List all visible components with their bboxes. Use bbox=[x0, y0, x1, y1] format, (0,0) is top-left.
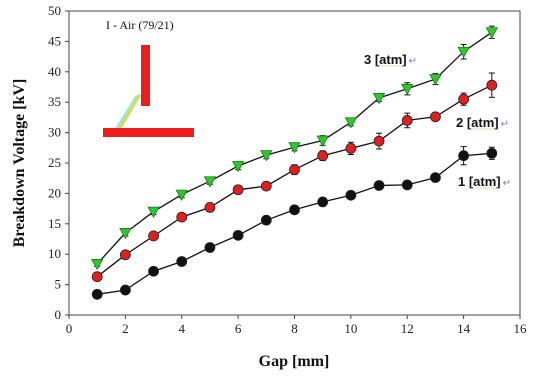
x-tick-label: 2 bbox=[122, 321, 129, 336]
data-point bbox=[317, 196, 329, 208]
y-tick-label: 40 bbox=[48, 64, 61, 79]
data-point bbox=[316, 135, 329, 147]
data-point bbox=[345, 189, 357, 201]
data-point bbox=[401, 115, 413, 126]
y-tick-label: 35 bbox=[48, 94, 61, 109]
data-point bbox=[289, 204, 300, 216]
data-point bbox=[175, 189, 188, 201]
x-tick-label: 6 bbox=[235, 321, 242, 336]
data-point bbox=[401, 179, 413, 191]
data-point bbox=[176, 256, 188, 267]
return-mark-icon: ↵ bbox=[501, 119, 509, 130]
data-point bbox=[176, 211, 188, 223]
data-point bbox=[148, 265, 159, 277]
data-point bbox=[344, 117, 358, 129]
data-point bbox=[119, 228, 132, 240]
data-point bbox=[204, 242, 216, 253]
y-tick-label: 30 bbox=[48, 125, 61, 140]
y-tick-label: 15 bbox=[48, 216, 61, 231]
data-point bbox=[119, 249, 131, 261]
inset-electrode-diagram: I - Air (79/21) bbox=[103, 18, 194, 137]
data-point bbox=[260, 150, 273, 162]
data-point bbox=[373, 135, 385, 147]
y-tick-label: 50 bbox=[48, 3, 61, 18]
data-point bbox=[430, 111, 441, 123]
x-axis-title: Gap [mm] bbox=[259, 353, 330, 370]
data-point bbox=[373, 180, 385, 191]
series-label-2: 1 [atm] bbox=[458, 174, 501, 189]
data-point bbox=[345, 143, 357, 154]
series-2 bbox=[91, 146, 498, 300]
data-point bbox=[457, 46, 470, 59]
data-point bbox=[317, 150, 329, 162]
data-point bbox=[458, 93, 470, 105]
data-point bbox=[232, 184, 244, 196]
data-point bbox=[401, 83, 414, 96]
data-point bbox=[372, 93, 386, 105]
plot-area bbox=[68, 10, 521, 316]
y-tick-label: 20 bbox=[48, 185, 61, 200]
x-tick-label: 14 bbox=[457, 321, 471, 336]
data-point bbox=[429, 74, 442, 86]
data-point bbox=[486, 79, 498, 91]
axes: 0 2 4 6 8 10 12 14 16 0 5 10 15 20 25 30 35 40 45 50 bbox=[48, 3, 527, 336]
data-point bbox=[430, 172, 441, 183]
needle-electrode bbox=[141, 45, 150, 106]
x-tick-label: 8 bbox=[291, 321, 298, 336]
data-point bbox=[288, 142, 301, 154]
return-mark-icon: ↵ bbox=[409, 56, 417, 67]
data-point bbox=[119, 284, 131, 296]
y-tick-label: 5 bbox=[55, 277, 62, 292]
series-labels: 3 [atm] ↵2 [atm] ↵1 [atm] ↵ bbox=[364, 52, 511, 189]
x-tick-label: 12 bbox=[401, 321, 414, 336]
data-point bbox=[260, 180, 272, 192]
x-tick-label: 16 bbox=[514, 321, 528, 336]
data-point bbox=[485, 27, 498, 39]
discharge-channel bbox=[119, 94, 140, 129]
return-mark-icon: ↵ bbox=[503, 178, 511, 189]
series-label-0: 3 [atm] bbox=[364, 52, 407, 67]
y-tick-label: 25 bbox=[48, 155, 61, 170]
plane-electrode bbox=[103, 128, 194, 137]
data-point bbox=[204, 201, 216, 213]
y-axis-title: Breakdown Voltage [kV] bbox=[11, 79, 28, 248]
series-label-1: 2 [atm] bbox=[456, 115, 499, 130]
x-tick-label: 10 bbox=[344, 321, 357, 336]
data-point bbox=[91, 259, 104, 271]
data-point bbox=[148, 230, 159, 242]
data-point bbox=[91, 288, 103, 300]
y-tick-label: 45 bbox=[48, 33, 61, 48]
data-point bbox=[260, 214, 272, 226]
data-point bbox=[486, 147, 498, 159]
y-tick-label: 0 bbox=[55, 307, 62, 322]
y-tick-label: 10 bbox=[48, 246, 61, 261]
series-1 bbox=[91, 72, 498, 283]
data-point bbox=[203, 176, 217, 188]
data-point bbox=[458, 150, 470, 162]
data-point bbox=[231, 161, 245, 173]
series-0 bbox=[91, 25, 498, 271]
data-point bbox=[91, 271, 103, 283]
x-tick-label: 4 bbox=[179, 321, 186, 336]
data-point bbox=[289, 164, 300, 176]
data-point bbox=[232, 229, 244, 241]
inset-title: I - Air (79/21) bbox=[106, 18, 174, 32]
series-group bbox=[91, 25, 498, 300]
x-tick-label: 0 bbox=[66, 321, 73, 336]
data-point bbox=[147, 206, 160, 218]
